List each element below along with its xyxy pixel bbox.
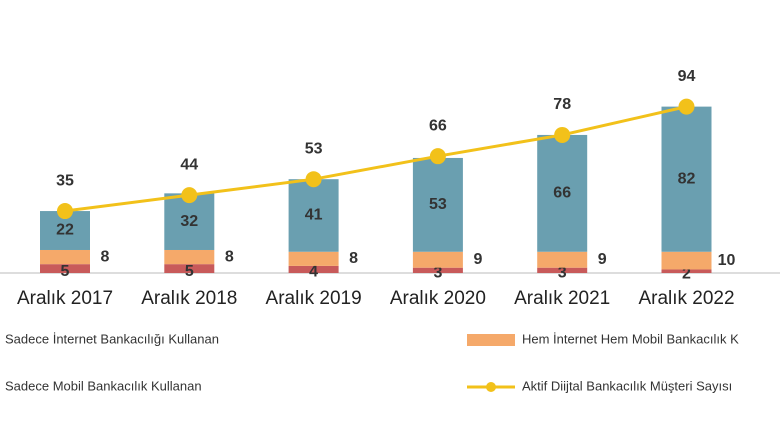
bar-segment [40,264,90,273]
data-label: 5 [61,263,70,280]
line-marker [678,98,695,115]
x-tick-label: Aralık 2017 [17,288,113,309]
line-marker [57,203,73,220]
data-label: 8 [225,248,234,265]
data-label: 53 [429,196,447,213]
bar-segment [164,249,215,265]
data-label: 32 [180,213,198,230]
data-label: 3 [558,265,567,282]
line-marker [305,171,322,188]
data-label: 9 [473,251,482,268]
bar-segment [537,267,588,273]
data-label: 66 [553,185,571,202]
line-marker [554,126,571,143]
data-label: 53 [305,140,323,157]
bar-segment [164,264,215,273]
legend-label: Aktif Diijtal Bankacılık Müşteri Sayısı [522,378,732,393]
data-label: 41 [305,207,323,224]
legend-label: Hem İnternet Hem Mobil Bankacılık K [522,331,739,346]
line-marker [429,148,446,165]
x-tick-label: Aralık 2020 [390,288,486,309]
legend-label: Sadece Mobil Bankacılık Kullanan [5,378,202,393]
bar-segment [537,251,588,268]
data-label: 22 [56,222,74,239]
bar-segment [288,251,339,266]
data-label: 4 [309,264,318,281]
x-tick-label: Aralık 2018 [141,288,237,309]
data-label: 44 [180,156,198,173]
bar-segment [288,179,339,252]
data-label: 82 [678,170,696,187]
bar-segment [40,249,90,265]
data-label: 5 [185,263,194,280]
legend-label: Sadece İnternet Bankacılığı Kullanan [5,331,219,346]
data-label: 35 [56,172,74,189]
bar-segment [661,269,712,273]
data-label: 66 [429,117,447,134]
bar-segment [412,157,463,252]
legend-swatch [486,382,496,392]
bar-segment [661,106,712,252]
legend-swatch [467,334,515,346]
x-tick-label: Aralık 2021 [514,288,610,309]
data-label: 8 [101,248,110,265]
line-marker [181,187,198,204]
x-tick-label: Aralık 2019 [266,288,362,309]
bar-segment [412,267,463,273]
data-label: 8 [349,250,358,267]
data-label: 78 [553,96,571,113]
data-label: 10 [718,252,736,269]
data-label: 9 [598,251,607,268]
line-series [64,105,687,213]
bar-segment [412,251,463,268]
bar-segment [661,251,712,270]
data-label: 94 [678,68,696,85]
data-label: 2 [682,265,691,282]
x-tick-label: Aralık 2022 [638,288,734,309]
bar-segment [288,265,339,273]
data-label: 3 [433,265,442,282]
bar-segment [537,134,588,252]
